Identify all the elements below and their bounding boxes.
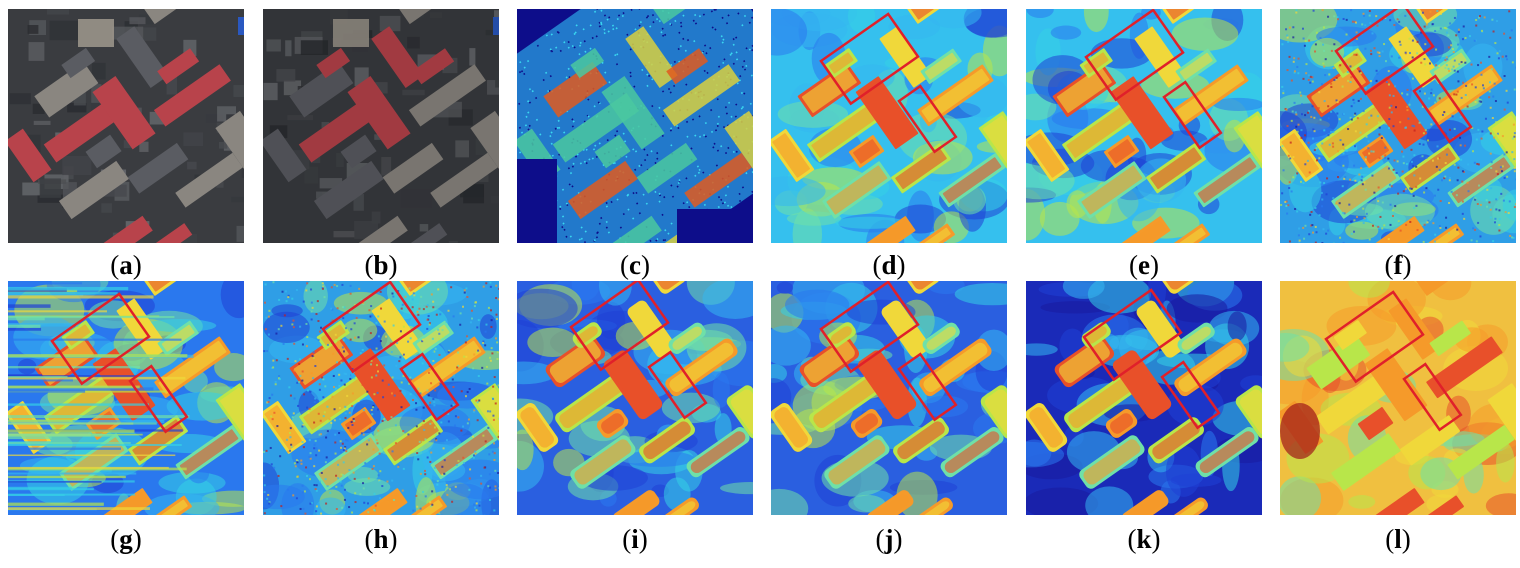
highlight-box [1084,9,1185,102]
building-shape [430,152,498,208]
building-shape [1155,9,1197,24]
building-shape [1331,433,1401,491]
building-shape [58,160,129,220]
panel-f-caption: (f) [1384,250,1412,280]
panel-l-image [1280,281,1516,515]
building-shape [137,281,179,296]
panel-d-caption: (d) [872,250,906,280]
building-shape [1373,488,1425,515]
building-shape [1487,383,1516,441]
panel-k-caption: (k) [1127,524,1161,554]
highlight-box [399,352,460,422]
building-shape [412,48,455,85]
highlight-box [897,84,958,154]
panel-d-image [771,9,1007,243]
building-shape [1409,281,1451,296]
building-shape [371,26,424,88]
panel-a-caption: (a) [110,250,142,280]
panel-b-image [263,9,499,243]
panel-i-caption: (i) [622,524,648,554]
panel-e-image [1026,9,1262,243]
building-shape [85,134,122,169]
panel-h-image [263,281,499,515]
building-shape [470,110,499,170]
panel-l-caption: (l) [1385,524,1411,554]
building-shape [135,223,193,243]
building-shape [127,142,189,194]
panel-c-image [517,9,753,243]
building-shape [34,61,99,118]
panel-c-caption: (c) [620,250,650,280]
building-shape [8,128,52,183]
building-shape [263,128,307,183]
building-shape [392,281,434,296]
highlight-box [321,281,422,374]
building-shape [1364,348,1428,422]
building-shape [137,9,180,25]
building-shape [92,76,156,150]
panel-k-image [1026,281,1262,515]
panel-e-caption: (e) [1129,250,1159,280]
panel-f-image [1280,9,1516,243]
building-shape [648,281,686,294]
building-shape [408,64,486,127]
highlight-box [897,352,958,422]
panel-g-image [8,281,244,515]
building-shape [153,64,231,127]
panel-a-image [8,9,244,243]
panel-h-caption: (h) [364,524,398,554]
building-shape [1400,415,1460,466]
building-shape [340,134,377,169]
building-shape [392,9,435,25]
building-shape [316,47,351,79]
building-shape [1429,320,1471,356]
highlight-box [1334,9,1435,96]
building-shape [61,47,96,79]
building-shape [1407,495,1464,515]
building-shape [382,142,444,194]
building-shape [289,61,354,118]
highlight-box [1412,74,1473,144]
building-shape [1306,334,1370,390]
panel-b-caption: (b) [364,250,398,280]
highlight-box [647,350,708,420]
building-shape [313,160,384,220]
building-shape [1426,336,1503,399]
highlight-box [50,292,151,386]
highlight-box [128,364,189,434]
building-shape [1157,281,1195,294]
building-shape [1388,298,1441,360]
building-shape [116,26,169,88]
highlight-box [1162,80,1223,150]
panel-i-image [517,281,753,515]
building-shape [1333,320,1367,350]
building-shape [356,215,408,243]
building-shape [215,110,244,170]
building-shape [101,215,153,243]
building-shape [902,281,940,294]
highlight-box [819,281,920,374]
building-shape [1357,407,1394,440]
building-shape [900,9,942,24]
highlight-box [1160,360,1221,430]
highlight-box [819,12,920,106]
building-shape [175,152,243,208]
building-shape [1447,425,1515,480]
highlight-box [1402,362,1463,432]
panel-j-image [771,281,1007,515]
panel-g-caption: (g) [110,524,142,554]
highlight-box [569,281,670,372]
highlight-box [1324,290,1425,384]
building-shape [347,76,411,150]
building-shape [157,48,200,85]
building-shape [390,223,448,243]
highlight-box [1082,288,1183,382]
panel-j-caption: (j) [875,524,903,554]
